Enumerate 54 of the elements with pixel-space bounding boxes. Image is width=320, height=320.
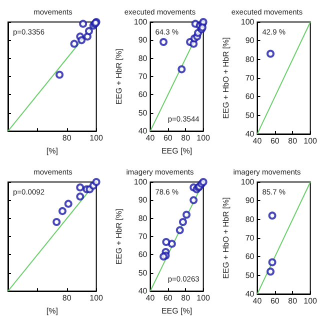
y-tick-label: 90: [245, 36, 255, 46]
y-tick-label: 80: [138, 214, 148, 223]
y-tick-label: 60: [245, 92, 255, 102]
x-tick-label: 100: [196, 134, 211, 143]
x-axis-title: EEG [%]: [161, 306, 192, 316]
x-tick-label: 80: [181, 134, 191, 143]
y-tick-label: 70: [138, 232, 148, 242]
x-tick-label: 40: [146, 134, 156, 143]
x-tick-label: 60: [163, 294, 173, 303]
y-tick-label: 80: [245, 54, 255, 64]
x-tick-label: 100: [304, 136, 318, 146]
x-tick-label: 100: [196, 294, 211, 303]
x-axis-title: [%]: [46, 306, 58, 316]
y-tick-label: 50: [138, 108, 148, 118]
y-tick-label: 80: [245, 214, 255, 224]
x-tick-label: 40: [252, 296, 262, 306]
y-axis-title: EEG + HbO + HbR [%]: [222, 197, 230, 279]
y-axis-title: EEG + HbO + HbR [%]: [222, 37, 230, 119]
y-tick-label: 100: [240, 178, 255, 186]
y-tick-label: 70: [245, 74, 255, 82]
x-tick-label: 80: [181, 294, 191, 303]
y-tick-label: 100: [240, 18, 255, 26]
x-tick-label: 60: [163, 134, 173, 143]
x-tick-label: 100: [90, 134, 104, 143]
y-tick-label: 50: [245, 270, 255, 280]
y-tick-label: 90: [138, 36, 148, 45]
y-tick-label: 50: [245, 110, 255, 120]
y-tick-label: 40: [138, 286, 148, 296]
y-tick-label: 100: [134, 18, 148, 26]
x-tick-label: 80: [288, 136, 298, 146]
y-tick-label: 60: [245, 252, 255, 262]
y-tick-label: 70: [138, 72, 148, 82]
y-tick-label: 60: [138, 90, 148, 100]
y-tick-label: 70: [245, 234, 255, 242]
y-tick-label: 80: [138, 54, 148, 63]
x-tick-label: 80: [288, 296, 298, 306]
x-tick-label: 80: [62, 134, 72, 143]
y-tick-label: 90: [245, 196, 255, 206]
x-tick-label: 100: [304, 296, 318, 306]
x-tick-label: 40: [252, 136, 262, 146]
x-axis-title: EEG [%]: [161, 146, 192, 156]
y-axis-title: EEG + HbR [%]: [114, 48, 124, 104]
x-tick-label: 100: [90, 294, 104, 303]
x-tick-label: 60: [270, 136, 280, 146]
y-tick-label: 90: [138, 196, 148, 205]
x-tick-label: 80: [62, 294, 72, 303]
y-tick-label: 100: [134, 178, 148, 186]
y-axis-title: EEG + HbR [%]: [114, 208, 124, 264]
y-tick-label: 50: [138, 268, 148, 278]
x-axis-title: [%]: [46, 146, 58, 156]
y-tick-label: 40: [138, 126, 148, 136]
x-tick-label: 60: [270, 296, 280, 306]
y-tick-label: 60: [138, 250, 148, 260]
x-tick-label: 40: [146, 294, 156, 303]
